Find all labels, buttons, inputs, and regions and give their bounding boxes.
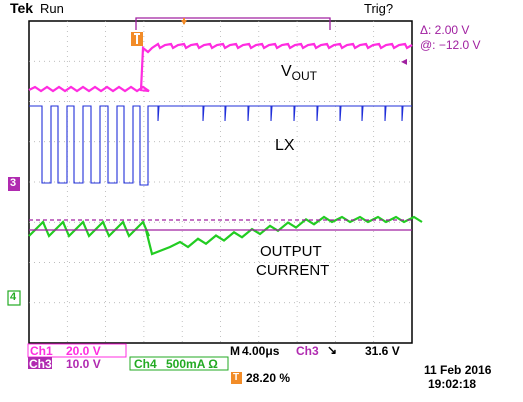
ch4-ground-marker-bg [7, 290, 21, 306]
lx-label: LX [275, 137, 295, 154]
vout-trace [28, 42, 413, 93]
trigger-status: Trig? [364, 1, 394, 16]
trigger-position-bracket [135, 17, 331, 30]
trigger-channel: Ch3 [296, 344, 319, 358]
output-current-label-2: CURRENT [256, 262, 330, 279]
trigger-position-t: T [233, 372, 240, 383]
ch3-label: Ch3 [29, 357, 52, 371]
ch4-scale: 500mA Ω [166, 357, 218, 371]
time-readout: 19:02:18 [428, 377, 477, 391]
timebase-readout: 4.00μs [242, 344, 280, 358]
trigger-point-marker[interactable] [131, 32, 143, 46]
ch3-scale: 10.0 V [66, 357, 101, 371]
trigger-slope-icon: ↘ [327, 343, 338, 357]
cursor-at-readout: @: −12.0 V [420, 38, 481, 52]
trigger-position-readout: 28.20 % [246, 371, 291, 385]
timebase-prefix: M [230, 344, 240, 358]
lx-trace [29, 105, 412, 186]
run-state: Run [40, 1, 64, 16]
vout-label-subscript: OUT [291, 69, 318, 83]
ch1-label: Ch1 [30, 344, 53, 358]
trigger-level-readout: 31.6 V [365, 344, 400, 358]
trigger-level-marker[interactable]: ◂ [401, 54, 408, 68]
vout-label: VOUT [281, 63, 318, 83]
ch4-readout-border [129, 356, 229, 371]
ch3-badge [28, 357, 52, 369]
ch1-readout-border [27, 343, 127, 358]
ch3-ground-marker[interactable]: 3 [10, 177, 17, 189]
ch4-label: Ch4 [134, 357, 157, 371]
ch4-ground-marker[interactable]: 4 [10, 291, 17, 303]
date-readout: 11 Feb 2016 [424, 363, 492, 377]
brand-label: Tek [10, 0, 34, 16]
ch3-ground-marker-bg [8, 177, 20, 191]
vout-label-main: V [281, 63, 292, 80]
output-current-label-1: OUTPUT [260, 243, 322, 260]
ch1-scale: 20.0 V [66, 344, 101, 358]
ch1-badge [28, 344, 60, 357]
cursor-delta-readout: Δ: 2.00 V [420, 23, 470, 37]
output-current-trace [28, 215, 423, 256]
trigger-position-badge [231, 372, 242, 384]
trigger-position-icon[interactable] [181, 18, 187, 25]
